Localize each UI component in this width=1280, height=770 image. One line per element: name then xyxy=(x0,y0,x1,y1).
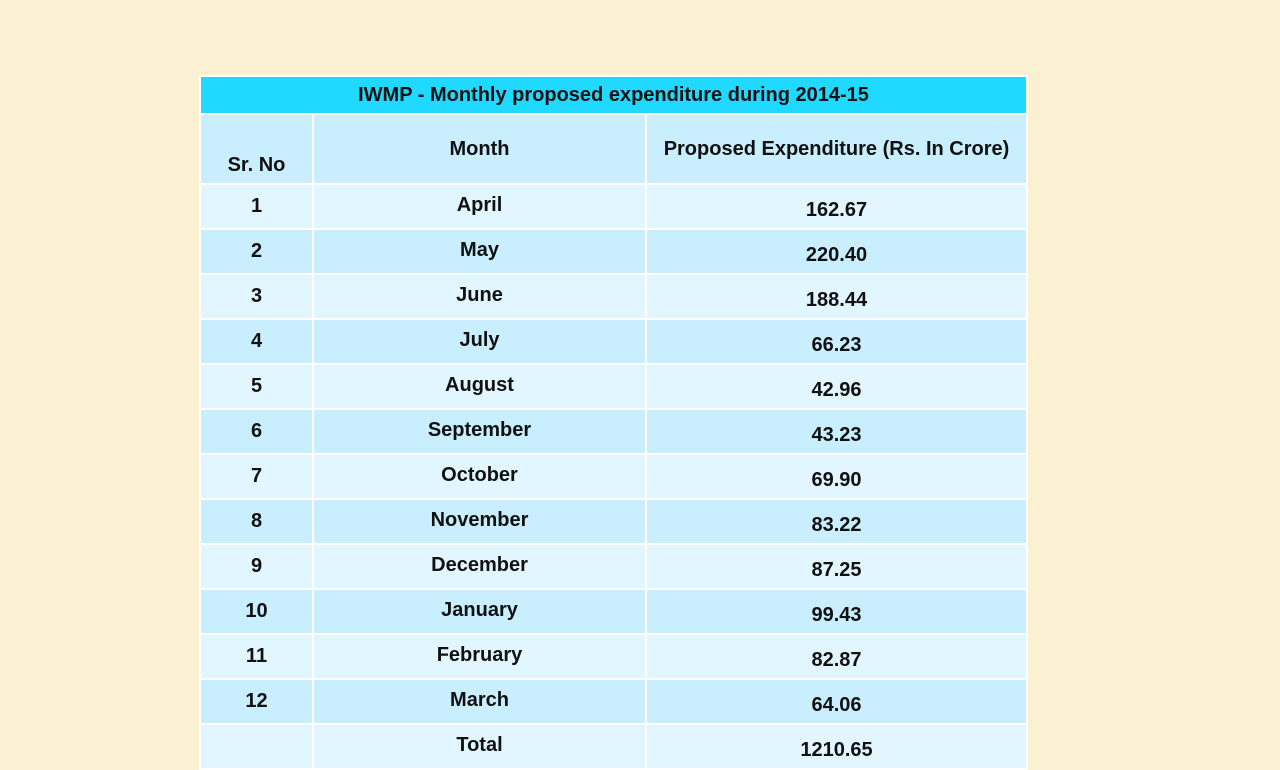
table-row: 7 October 69.90 xyxy=(199,453,1028,500)
expenditure-table: IWMP - Monthly proposed expenditure duri… xyxy=(199,75,1028,770)
cell-month: September xyxy=(312,408,647,455)
cell-sr-no: 6 xyxy=(199,408,314,455)
header-sr-no: Sr. No xyxy=(199,113,314,185)
cell-expenditure: 220.40 xyxy=(645,228,1028,275)
cell-expenditure: 1210.65 xyxy=(645,723,1028,770)
cell-month: March xyxy=(312,678,647,725)
table-row: 9 December 87.25 xyxy=(199,543,1028,590)
cell-expenditure: 69.90 xyxy=(645,453,1028,500)
total-row: Total 1210.65 xyxy=(199,723,1028,770)
cell-sr-no: 5 xyxy=(199,363,314,410)
table-row: 1 April 162.67 xyxy=(199,183,1028,230)
cell-sr-no: 8 xyxy=(199,498,314,545)
cell-sr-no: 3 xyxy=(199,273,314,320)
table-row: 8 November 83.22 xyxy=(199,498,1028,545)
table-row: 12 March 64.06 xyxy=(199,678,1028,725)
cell-month: April xyxy=(312,183,647,230)
cell-month: July xyxy=(312,318,647,365)
table-row: 2 May 220.40 xyxy=(199,228,1028,275)
table-row: 3 June 188.44 xyxy=(199,273,1028,320)
cell-sr-no: 1 xyxy=(199,183,314,230)
table-header-row: Sr. No Month Proposed Expenditure (Rs. I… xyxy=(199,113,1028,185)
header-month: Month xyxy=(312,113,647,185)
cell-sr-no: 7 xyxy=(199,453,314,500)
cell-sr-no: 9 xyxy=(199,543,314,590)
cell-sr-no: 11 xyxy=(199,633,314,680)
cell-expenditure: 66.23 xyxy=(645,318,1028,365)
cell-sr-no xyxy=(199,723,314,770)
cell-expenditure: 82.87 xyxy=(645,633,1028,680)
cell-expenditure: 83.22 xyxy=(645,498,1028,545)
table-row: 4 July 66.23 xyxy=(199,318,1028,365)
cell-month: October xyxy=(312,453,647,500)
table-row: 5 August 42.96 xyxy=(199,363,1028,410)
cell-expenditure: 99.43 xyxy=(645,588,1028,635)
cell-expenditure: 42.96 xyxy=(645,363,1028,410)
cell-month: June xyxy=(312,273,647,320)
slide: IWMP - Monthly proposed expenditure duri… xyxy=(199,75,1028,770)
cell-month: Total xyxy=(312,723,647,770)
table-title-row: IWMP - Monthly proposed expenditure duri… xyxy=(199,75,1028,115)
cell-sr-no: 4 xyxy=(199,318,314,365)
table-row: 6 September 43.23 xyxy=(199,408,1028,455)
cell-sr-no: 10 xyxy=(199,588,314,635)
header-expenditure: Proposed Expenditure (Rs. In Crore) xyxy=(645,113,1028,185)
cell-sr-no: 12 xyxy=(199,678,314,725)
cell-month: December xyxy=(312,543,647,590)
table-row: 11 February 82.87 xyxy=(199,633,1028,680)
cell-expenditure: 43.23 xyxy=(645,408,1028,455)
cell-expenditure: 64.06 xyxy=(645,678,1028,725)
cell-month: August xyxy=(312,363,647,410)
cell-month: May xyxy=(312,228,647,275)
cell-expenditure: 188.44 xyxy=(645,273,1028,320)
cell-expenditure: 87.25 xyxy=(645,543,1028,590)
cell-month: January xyxy=(312,588,647,635)
cell-expenditure: 162.67 xyxy=(645,183,1028,230)
cell-month: November xyxy=(312,498,647,545)
table-title: IWMP - Monthly proposed expenditure duri… xyxy=(199,75,1028,115)
cell-sr-no: 2 xyxy=(199,228,314,275)
table-row: 10 January 99.43 xyxy=(199,588,1028,635)
cell-month: February xyxy=(312,633,647,680)
